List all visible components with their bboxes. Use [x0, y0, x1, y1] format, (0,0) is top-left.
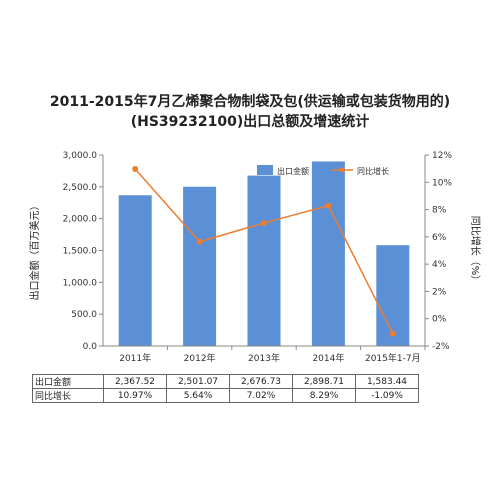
table-cell: 7.02%: [229, 388, 293, 403]
data-table: 出口金额 2,367.52 2,501.07 2,676.73 2,898.71…: [32, 374, 419, 403]
bar: [183, 186, 217, 346]
table-cell: 1,583.44: [355, 374, 419, 389]
table-cell: 5.64%: [166, 388, 230, 403]
growth-point: [389, 330, 396, 337]
chart-title: 2011-2015年7月乙烯聚合物制袋及包(供运输或包装货物用的) (HS392…: [0, 92, 500, 132]
y-tick-label: 2,000.0: [63, 215, 98, 225]
legend-label-growth: 同比增长: [357, 166, 389, 176]
y2-tick-label: 8%: [432, 206, 447, 216]
table-cell: 10.97%: [103, 388, 167, 403]
y2-tick-label: 12%: [432, 151, 452, 161]
table-row-label: 同比增长: [32, 388, 104, 403]
table-cell: -1.09%: [355, 388, 419, 403]
x-tick-label: 2015年1-7月: [365, 352, 421, 364]
bar: [311, 161, 345, 346]
y-tick-label: 0.0: [83, 342, 98, 352]
x-tick-label: 2014年: [312, 352, 344, 364]
y2-tick-label: 10%: [432, 178, 452, 188]
growth-point: [325, 202, 332, 209]
table-cell: 2,501.07: [166, 374, 230, 389]
bar: [247, 175, 281, 346]
table-cell: 2,676.73: [229, 374, 293, 389]
growth-point: [196, 238, 203, 245]
table-cell: 8.29%: [292, 388, 356, 403]
x-tick-label: 2013年: [248, 352, 280, 364]
y-tick-label: 3,000.0: [63, 151, 98, 161]
growth-point: [132, 166, 139, 173]
table-row: 出口金额 2,367.52 2,501.07 2,676.73 2,898.71…: [32, 374, 419, 389]
legend-label-export: 出口金额: [277, 166, 309, 176]
legend-marker-growth: [339, 167, 345, 173]
x-tick-label: 2011年: [119, 352, 151, 364]
table-row: 同比增长 10.97% 5.64% 7.02% 8.29% -1.09%: [32, 388, 419, 403]
y2-tick-label: 6%: [432, 233, 447, 243]
growth-point: [261, 219, 267, 226]
legend-swatch-export: [257, 165, 273, 175]
table-cell: 2,898.71: [292, 374, 356, 389]
table-row-label: 出口金额: [32, 374, 104, 389]
y-tick-label: 1,000.0: [63, 278, 98, 288]
y-axis-title: 出口金额（百万美元）: [28, 201, 41, 301]
y-tick-label: 500.0: [71, 310, 97, 320]
y2-axis-title: 同比增长（%）: [469, 216, 482, 286]
table-cell: 2,367.52: [103, 374, 167, 389]
y-tick-label: 2,500.0: [63, 183, 98, 193]
x-tick-label: 2012年: [184, 352, 216, 364]
bar: [376, 245, 410, 346]
y2-tick-label: -2%: [432, 342, 450, 352]
bar: [118, 195, 152, 346]
y2-tick-label: 0%: [432, 315, 447, 325]
y2-tick-label: 2%: [432, 287, 447, 297]
chart-title-line1: 2011-2015年7月乙烯聚合物制袋及包(供运输或包装货物用的): [49, 94, 451, 110]
y-tick-label: 1,500.0: [63, 247, 98, 257]
y2-tick-label: 4%: [432, 260, 447, 270]
chart-title-line2: (HS39232100)出口总额及增速统计: [130, 114, 370, 130]
